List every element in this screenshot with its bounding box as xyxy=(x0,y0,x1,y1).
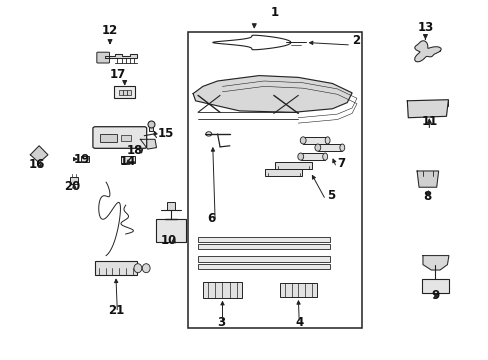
Bar xyxy=(70,177,78,184)
Text: 12: 12 xyxy=(102,24,118,37)
Bar xyxy=(148,126,152,131)
Polygon shape xyxy=(414,41,440,62)
Text: 8: 8 xyxy=(423,190,431,203)
Ellipse shape xyxy=(325,137,329,144)
FancyBboxPatch shape xyxy=(97,52,109,63)
Ellipse shape xyxy=(297,153,303,160)
Ellipse shape xyxy=(322,153,327,160)
Bar xyxy=(188,32,361,328)
Bar xyxy=(167,202,175,210)
Bar xyxy=(421,279,448,293)
Bar xyxy=(126,90,130,95)
Bar xyxy=(156,219,185,242)
Bar xyxy=(317,144,342,151)
Text: 7: 7 xyxy=(337,157,345,170)
Polygon shape xyxy=(140,139,156,149)
Polygon shape xyxy=(416,171,438,187)
Bar xyxy=(279,283,316,297)
FancyBboxPatch shape xyxy=(93,127,146,148)
Text: 2: 2 xyxy=(351,34,360,47)
Text: 1: 1 xyxy=(270,6,278,19)
Text: 6: 6 xyxy=(207,212,215,225)
Text: 15: 15 xyxy=(157,127,173,140)
Text: 19: 19 xyxy=(74,153,90,166)
Bar xyxy=(300,153,325,160)
Text: 14: 14 xyxy=(120,156,136,168)
Text: 17: 17 xyxy=(109,68,125,81)
Bar xyxy=(198,237,329,242)
Text: 21: 21 xyxy=(107,304,124,317)
Ellipse shape xyxy=(142,264,150,273)
Text: 5: 5 xyxy=(326,189,334,202)
Bar xyxy=(303,137,327,144)
Text: 18: 18 xyxy=(126,144,142,157)
Bar xyxy=(203,282,242,298)
Ellipse shape xyxy=(300,137,305,144)
Bar xyxy=(100,134,117,142)
Bar xyxy=(114,86,135,98)
Bar xyxy=(81,156,88,162)
Text: 3: 3 xyxy=(217,316,225,329)
Polygon shape xyxy=(30,146,48,163)
Text: 13: 13 xyxy=(416,21,433,34)
Ellipse shape xyxy=(314,144,320,151)
Text: 4: 4 xyxy=(295,316,303,329)
Text: 10: 10 xyxy=(160,234,177,247)
Text: 11: 11 xyxy=(420,115,437,128)
Bar xyxy=(121,156,135,163)
Polygon shape xyxy=(407,100,447,118)
Bar xyxy=(95,261,137,275)
Polygon shape xyxy=(193,76,351,112)
Bar xyxy=(264,169,301,176)
Bar xyxy=(121,135,130,141)
Ellipse shape xyxy=(134,264,142,273)
Ellipse shape xyxy=(339,144,344,151)
Text: 9: 9 xyxy=(430,289,438,302)
Polygon shape xyxy=(105,54,137,58)
Bar xyxy=(198,264,329,269)
Text: 20: 20 xyxy=(64,180,81,193)
Bar xyxy=(274,162,311,169)
Polygon shape xyxy=(422,256,448,270)
Bar xyxy=(198,256,329,262)
Bar xyxy=(198,244,329,249)
Bar xyxy=(122,90,126,95)
Text: 16: 16 xyxy=(28,158,45,171)
Bar xyxy=(119,90,122,95)
